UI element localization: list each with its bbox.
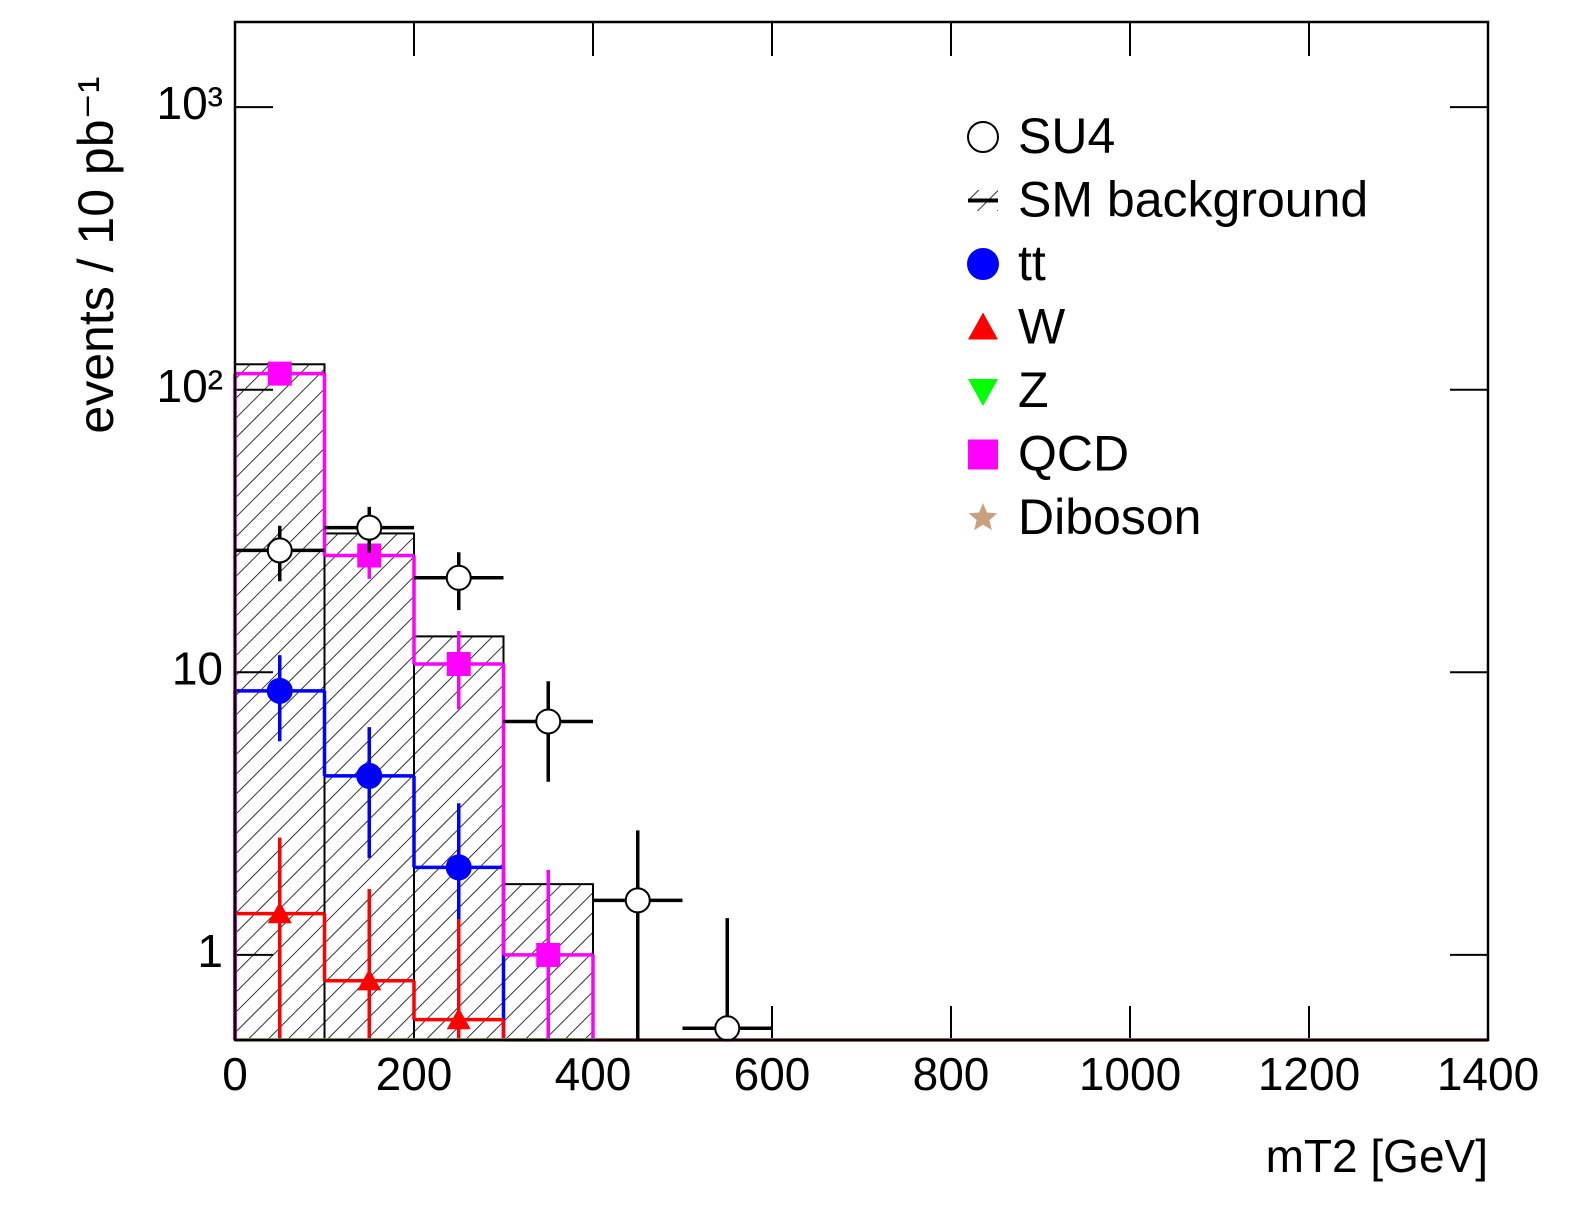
x-tick-label: 400 [555, 1048, 632, 1100]
legend-label: QCD [1018, 426, 1129, 482]
legend-marker [967, 121, 999, 153]
y-tick-label: 10³ [157, 77, 223, 129]
data-point [356, 762, 383, 789]
y-tick-label: 1 [197, 925, 223, 977]
x-tick-label: 0 [222, 1048, 248, 1100]
legend-label: Z [1018, 362, 1049, 418]
data-point [267, 361, 292, 386]
data-point [445, 854, 472, 881]
data-point [357, 968, 382, 991]
data-point [445, 564, 472, 591]
legend-label: W [1018, 299, 1066, 355]
legend-marker [968, 439, 998, 470]
legend-label: tt [1018, 235, 1046, 291]
x-tick-label: 1200 [1258, 1048, 1360, 1100]
x-tick-label: 200 [376, 1048, 453, 1100]
legend-label: Diboson [1018, 489, 1201, 545]
x-axis-label: mT2 [GeV] [1266, 1130, 1488, 1182]
data-point [356, 514, 383, 541]
data-point [535, 708, 562, 735]
data-point [267, 901, 292, 924]
plot-frame [233, 20, 1490, 1042]
legend-marker [968, 312, 998, 340]
data-point [446, 1007, 471, 1030]
data-point [536, 942, 561, 967]
legend-marker [968, 503, 998, 531]
y-tick-label: 10² [157, 360, 223, 412]
data-point [266, 677, 293, 704]
data-point [446, 652, 471, 677]
legend-marker [968, 379, 998, 406]
data-point [266, 537, 293, 564]
y-axis-label: events / 10 pb⁻¹ [68, 76, 124, 433]
y-tick-label: 10 [172, 642, 223, 694]
data-point [624, 887, 651, 914]
legend-label: SU4 [1018, 108, 1115, 164]
x-tick-label: 800 [913, 1048, 990, 1100]
x-tick-label: 1400 [1437, 1048, 1539, 1100]
data-point [714, 1015, 741, 1042]
legend-marker [967, 248, 999, 280]
x-tick-label: 1000 [1079, 1048, 1181, 1100]
legend-label: SM background [1018, 172, 1368, 228]
x-tick-label: 600 [734, 1048, 811, 1100]
